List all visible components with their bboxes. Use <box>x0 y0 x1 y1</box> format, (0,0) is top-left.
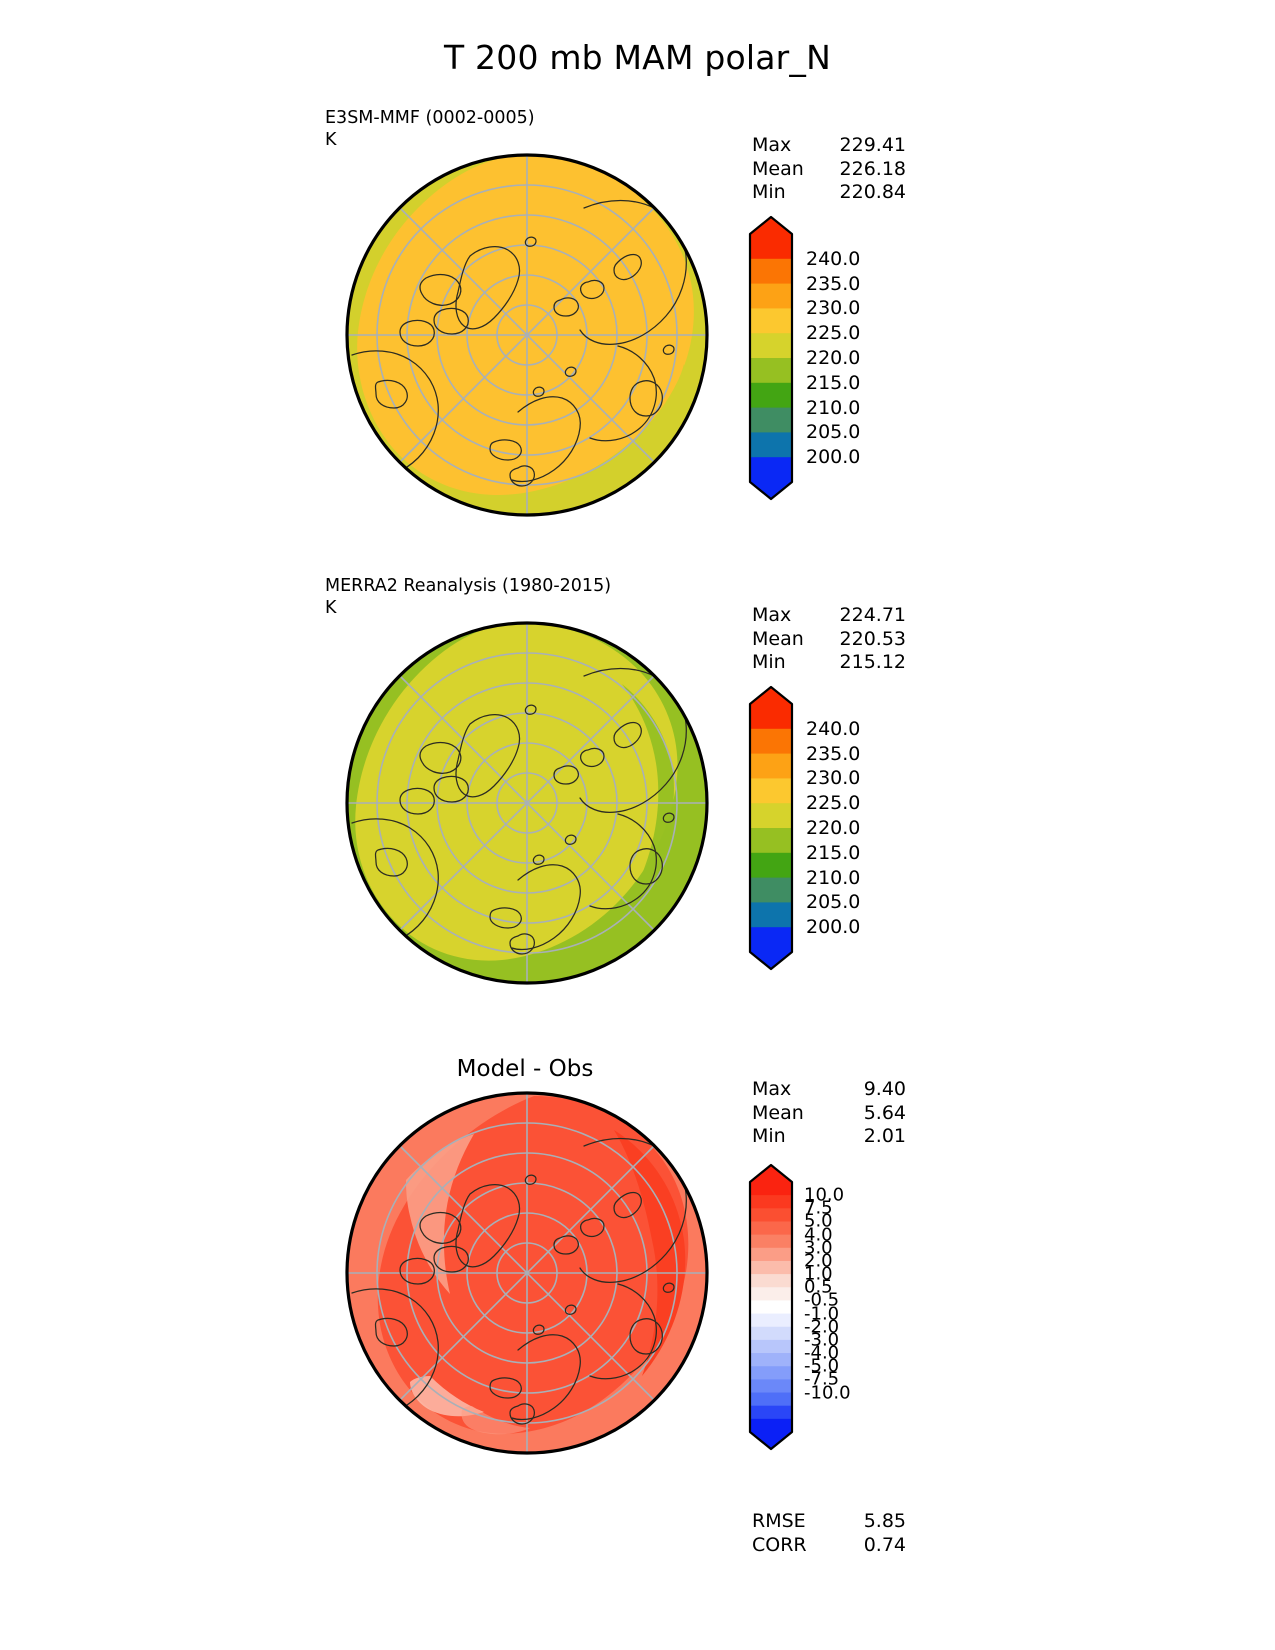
stat-value: 224.71 <box>839 604 906 626</box>
colorbar-tick-label: 225.0 <box>806 792 861 815</box>
colorbar-tick-label: 4.0 <box>804 1224 833 1246</box>
coastlines-obs <box>347 667 687 955</box>
graticule-model <box>347 155 707 515</box>
colorbar-tick-label: 210.0 <box>806 866 861 889</box>
stats-row: Max 224.71 <box>752 604 906 628</box>
stat-value: 229.41 <box>839 134 906 156</box>
colorbar-tick-label: -2.0 <box>804 1316 840 1338</box>
stat-value: 220.84 <box>839 181 906 203</box>
stat-value: 9.40 <box>863 1078 906 1100</box>
colorbar-model: 240.0 235.0 230.0 225.0 220.0 215.0 210.0 205.0… <box>748 215 928 501</box>
stats-row: Min 2.01 <box>752 1125 906 1149</box>
stat-key: Min <box>752 1125 786 1147</box>
stats-row: Min 220.84 <box>752 181 906 205</box>
stats-diff: Max 9.40 Mean 5.64 Min 2.01 <box>752 1078 906 1149</box>
colorbar-tick-label: 205.0 <box>806 421 861 444</box>
stats-row: Max 9.40 <box>752 1078 906 1102</box>
skill-key: CORR <box>752 1533 807 1556</box>
colorbar-tick-label: 240.0 <box>806 247 861 270</box>
stat-key: Min <box>752 181 786 203</box>
colorbar-tick-label: 200.0 <box>806 446 861 469</box>
stat-key: Mean <box>752 157 804 180</box>
colorbar-tick-label: -4.0 <box>804 1342 840 1364</box>
colorbar-tick-label: 215.0 <box>806 841 861 864</box>
stats-row: Mean 226.18 <box>752 158 906 182</box>
colorbar-tick-label: 205.0 <box>806 891 861 914</box>
panel-obs-label: MERRA2 Reanalysis (1980-2015) <box>325 576 612 596</box>
stat-value: 2.01 <box>863 1125 906 1147</box>
stats-row: Min 215.12 <box>752 651 906 675</box>
colorbar-tick-label: 2.0 <box>804 1250 833 1272</box>
colorbar-tick-label: 215.0 <box>806 371 861 394</box>
colorbar-tick-label: 1.0 <box>804 1263 833 1285</box>
colorbar-tick-label: 0.5 <box>804 1276 833 1298</box>
polar-map-diff <box>322 1088 732 1488</box>
coastlines-model <box>347 199 687 487</box>
colorbar-tick-label: 220.0 <box>806 347 861 369</box>
colorbar-diff-bar <box>748 1163 794 1455</box>
stat-key: Max <box>752 604 792 626</box>
map-outline-obs <box>345 621 709 985</box>
figure-title: T 200 mb MAM polar_N <box>444 38 831 77</box>
stats-row: Mean 220.53 <box>752 628 906 652</box>
stats-row: Mean 5.64 <box>752 1102 906 1126</box>
stat-key: Min <box>752 651 786 673</box>
colorbar-tick-label: -10.0 <box>804 1382 851 1404</box>
stat-key: Mean <box>752 1101 804 1124</box>
colorbar-tick-label: -1.0 <box>804 1303 840 1325</box>
colorbar-tick-label: 235.0 <box>806 272 861 295</box>
panel-model-units: K <box>325 130 337 150</box>
colorbar-diff: 10.0 7.5 5.0 4.0 3.0 2.0 1.0 0.5 -0.5 -1.0 -2.0 -3.… <box>748 1163 928 1453</box>
skill-row: RMSE 5.85 <box>752 1510 906 1534</box>
colorbar-tick-label: 230.0 <box>806 297 861 320</box>
panel-model-label: E3SM-MMF (0002-0005) <box>325 108 535 128</box>
colorbar-model-bar <box>748 215 794 505</box>
colorbar-tick-label: 200.0 <box>806 916 861 939</box>
colorbar-tick-label: 10.0 <box>804 1184 845 1206</box>
colorbar-tick-label: 3.0 <box>804 1237 833 1259</box>
polar-map-model <box>322 150 732 550</box>
skill-row: CORR 0.74 <box>752 1534 906 1558</box>
skill-key: RMSE <box>752 1510 806 1532</box>
colorbar-tick-label: 240.0 <box>806 717 861 740</box>
stat-key: Mean <box>752 627 804 650</box>
map-outline-diff <box>345 1091 709 1455</box>
colorbar-tick-label: 230.0 <box>806 767 861 790</box>
colorbar-obs-bar <box>748 685 794 975</box>
colorbar-tick-label: -7.5 <box>804 1368 840 1390</box>
colorbar-tick-label: 220.0 <box>806 817 861 839</box>
stats-row: Max 229.41 <box>752 134 906 158</box>
stat-value: 5.64 <box>863 1101 906 1124</box>
colorbar-tick-label: 210.0 <box>806 396 861 419</box>
colorbar-tick-label: -3.0 <box>804 1329 840 1351</box>
colorbar-tick-label: -0.5 <box>804 1289 840 1311</box>
graticule-diff <box>347 1093 707 1453</box>
skill-scores: RMSE 5.85 CORR 0.74 <box>752 1510 906 1557</box>
stat-key: Max <box>752 134 792 156</box>
panel-diff-label: Model - Obs <box>456 1056 594 1082</box>
panel-obs-units: K <box>325 598 337 618</box>
stat-value: 215.12 <box>839 651 906 673</box>
skill-value: 5.85 <box>863 1510 906 1532</box>
stat-value: 226.18 <box>839 157 906 180</box>
colorbar-tick-label: 5.0 <box>804 1210 833 1232</box>
colorbar-tick-label: -5.0 <box>804 1355 840 1377</box>
colorbar-obs: 240.0 235.0 230.0 225.0 220.0 215.0 210.0 205.0… <box>748 685 928 971</box>
colorbar-tick-label: 7.5 <box>804 1197 833 1219</box>
map-outline-model <box>345 153 709 517</box>
stats-model: Max 229.41 Mean 226.18 Min 220.84 <box>752 134 906 205</box>
stat-key: Max <box>752 1078 792 1100</box>
colorbar-tick-label: 235.0 <box>806 742 861 765</box>
stats-obs: Max 224.71 Mean 220.53 Min 215.12 <box>752 604 906 675</box>
stat-value: 220.53 <box>839 627 906 650</box>
graticule-obs <box>347 623 707 983</box>
colorbar-tick-label: 225.0 <box>806 322 861 345</box>
skill-value: 0.74 <box>863 1533 906 1556</box>
polar-map-obs <box>322 618 732 1018</box>
